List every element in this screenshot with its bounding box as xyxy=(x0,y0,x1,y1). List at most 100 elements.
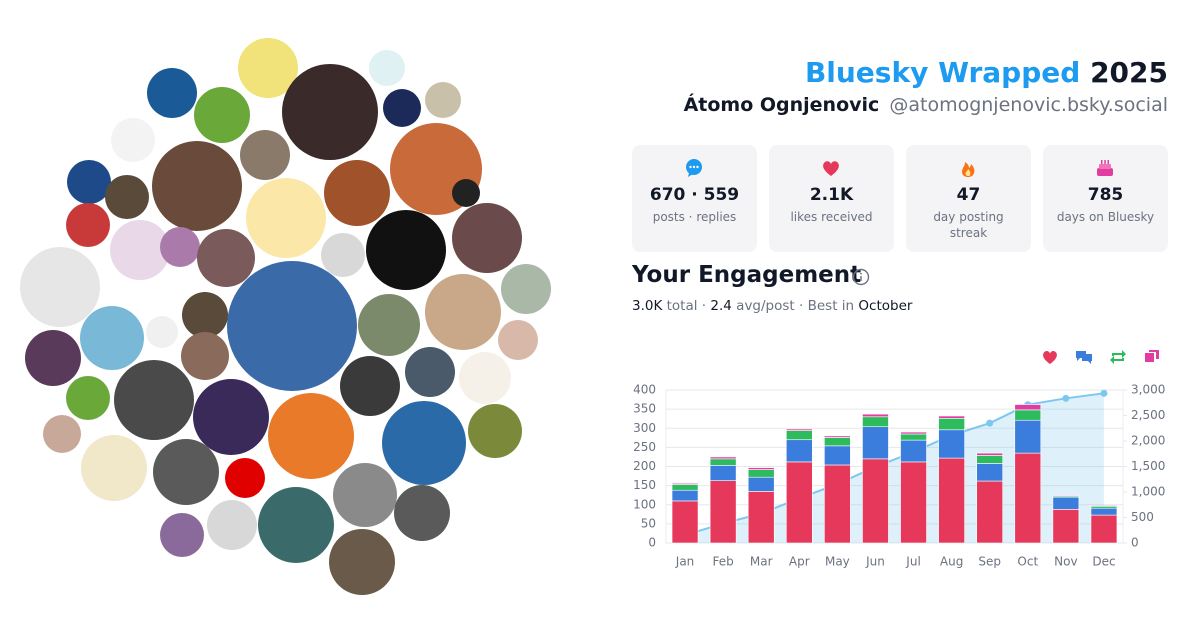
avatar[interactable] xyxy=(240,130,290,180)
avatar[interactable] xyxy=(452,179,480,207)
bar-segment xyxy=(671,489,699,502)
bar-segment xyxy=(938,429,965,459)
stat-card: 785 days on Bluesky xyxy=(1043,145,1168,252)
avatar[interactable] xyxy=(405,347,455,397)
avatar[interactable] xyxy=(394,485,450,541)
bar-segment xyxy=(862,426,889,460)
avatar[interactable] xyxy=(146,316,178,348)
icon xyxy=(1097,160,1113,176)
separator: · xyxy=(799,298,804,314)
legend-icon[interactable] xyxy=(1076,351,1092,364)
bar-segment xyxy=(976,455,1004,464)
bar-segment xyxy=(709,480,737,544)
bar-segment xyxy=(900,431,927,435)
avatar[interactable] xyxy=(425,274,501,350)
avatar[interactable] xyxy=(182,292,228,338)
avatar[interactable] xyxy=(329,529,395,595)
bar-segment xyxy=(824,435,851,438)
avatar[interactable] xyxy=(452,203,522,273)
handle[interactable]: @atomognjenovic.bsky.social xyxy=(889,94,1168,116)
total-value: 3.0K xyxy=(632,298,663,314)
avatar[interactable] xyxy=(459,352,511,404)
avatar[interactable] xyxy=(369,50,405,86)
x-tick-label: Dec xyxy=(1092,555,1115,569)
stat-value: 670 · 559 xyxy=(649,185,740,205)
info-icon[interactable] xyxy=(852,268,870,286)
avatar[interactable] xyxy=(501,264,551,314)
year: 2025 xyxy=(1090,56,1168,89)
y2-tick-label: 1,000 xyxy=(1131,485,1165,499)
avatar[interactable] xyxy=(105,175,149,219)
avatar[interactable] xyxy=(321,233,365,277)
avatar[interactable] xyxy=(225,458,265,498)
avatar[interactable] xyxy=(66,203,110,247)
avatar[interactable] xyxy=(425,82,461,118)
bar-segment xyxy=(747,476,775,492)
bar-segment xyxy=(1052,509,1080,544)
avatar[interactable] xyxy=(258,487,334,563)
avatar[interactable] xyxy=(282,64,378,160)
bar-segment xyxy=(1014,404,1042,411)
avatar[interactable] xyxy=(366,210,446,290)
x-tick-label: Sep xyxy=(978,555,1001,569)
y-tick-label: 250 xyxy=(633,440,656,454)
avatar[interactable] xyxy=(358,294,420,356)
avatar[interactable] xyxy=(111,118,155,162)
best-label: Best in xyxy=(807,298,855,314)
avatar[interactable] xyxy=(81,435,147,501)
avatar[interactable] xyxy=(181,332,229,380)
legend-icon[interactable] xyxy=(1110,350,1126,364)
avatar[interactable] xyxy=(66,376,110,420)
avatar[interactable] xyxy=(468,404,522,458)
avatar[interactable] xyxy=(160,513,204,557)
y-tick-label: 150 xyxy=(633,478,656,492)
avg-label: avg/post xyxy=(736,298,795,314)
stat-label: day posting streak xyxy=(933,210,1004,240)
profile: Átomo Ognjenovic @atomognjenovic.bsky.so… xyxy=(684,94,1168,116)
avatar[interactable] xyxy=(340,356,400,416)
y2-tick-label: 0 xyxy=(1131,536,1139,550)
avatar[interactable] xyxy=(25,330,81,386)
y-tick-label: 100 xyxy=(633,497,656,511)
x-tick-label: May xyxy=(825,555,850,569)
avatar[interactable] xyxy=(152,141,242,231)
bar-segment xyxy=(709,458,737,466)
avatar[interactable] xyxy=(207,500,257,550)
avatar[interactable] xyxy=(80,306,144,370)
avatar[interactable] xyxy=(193,379,269,455)
avatar[interactable] xyxy=(238,38,298,98)
avatar[interactable] xyxy=(114,360,194,440)
y2-tick-label: 3,000 xyxy=(1131,383,1165,397)
legend-icon[interactable] xyxy=(1043,351,1057,364)
avatar[interactable] xyxy=(324,160,390,226)
avatar[interactable] xyxy=(43,415,81,453)
bar-segment xyxy=(1014,419,1042,454)
legend-icon[interactable] xyxy=(1145,350,1159,362)
avatar[interactable] xyxy=(246,178,326,258)
bar-segment xyxy=(824,437,851,447)
avatar[interactable] xyxy=(20,247,100,327)
avatar[interactable] xyxy=(194,87,250,143)
avatar[interactable] xyxy=(147,68,197,118)
avatar[interactable] xyxy=(110,220,170,280)
avatar[interactable] xyxy=(498,320,538,360)
bar-segment xyxy=(785,461,813,544)
avatar[interactable] xyxy=(197,229,255,287)
avatar[interactable] xyxy=(227,261,357,391)
section-subtitle: 3.0K total · 2.4 avg/post · Best in Octo… xyxy=(632,298,912,314)
avatar[interactable] xyxy=(67,160,111,204)
x-tick-label: Jan xyxy=(675,555,695,569)
avatar[interactable] xyxy=(383,89,421,127)
line-point xyxy=(986,419,994,427)
icon xyxy=(962,162,975,177)
avatar[interactable] xyxy=(382,401,466,485)
legend-symbol xyxy=(1043,351,1057,364)
avatar[interactable] xyxy=(160,227,200,267)
bar-segment xyxy=(938,418,965,431)
avatar[interactable] xyxy=(268,393,354,479)
y-tick-label: 350 xyxy=(633,402,656,416)
stat-value: 47 xyxy=(956,185,981,205)
avatar[interactable] xyxy=(333,463,397,527)
bar-segment xyxy=(824,464,851,544)
avatar[interactable] xyxy=(153,439,219,505)
